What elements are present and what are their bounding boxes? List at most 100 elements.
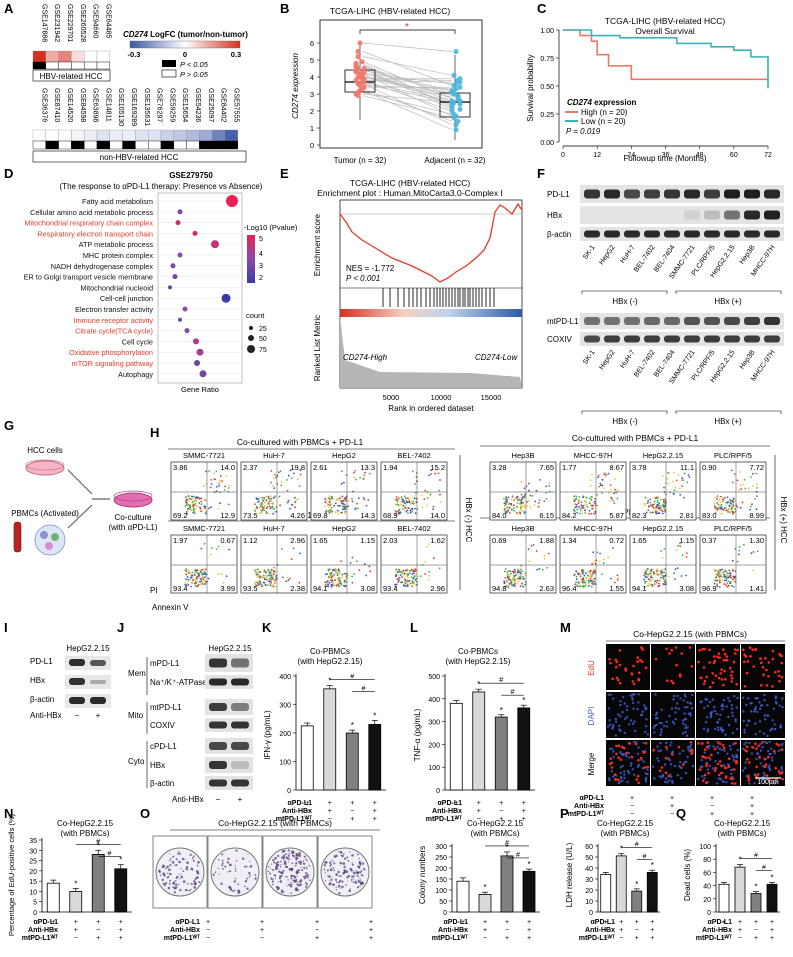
dapi-nucleus [674, 711, 677, 714]
dapi-nucleus [637, 763, 641, 767]
quadrant-lr: 8.99 [749, 511, 764, 520]
event-dot [663, 583, 665, 586]
event-dot [256, 581, 259, 584]
event-dot [679, 545, 682, 548]
colony [218, 859, 220, 861]
dapi-nucleus [700, 759, 703, 762]
event-dot [679, 494, 682, 496]
edu-nucleus [705, 764, 708, 768]
colony [328, 875, 331, 878]
event-dot [428, 543, 430, 545]
event-dot [401, 498, 404, 501]
low-label: CD274-Low [475, 353, 518, 362]
event-dot [658, 579, 661, 582]
event-dot [267, 578, 269, 581]
event-dot [365, 504, 368, 507]
event-dot [342, 584, 345, 587]
event-dot [507, 510, 510, 512]
event-dot [426, 497, 429, 499]
event-dot [588, 584, 590, 587]
event-dot [398, 576, 401, 579]
edu-nucleus [614, 658, 618, 662]
dapi-nucleus [709, 758, 712, 761]
plot-title: HepG2.2.15 [643, 451, 683, 460]
event-dot [607, 556, 610, 559]
colony [291, 879, 293, 881]
event-dot [329, 504, 332, 507]
event-dot [649, 584, 652, 587]
colony [283, 849, 286, 852]
edu-nucleus [703, 773, 707, 777]
dapi-nucleus [661, 773, 664, 777]
treatment-sign: − [74, 935, 78, 942]
event-dot [395, 496, 398, 498]
treatment-sign: − [505, 927, 509, 934]
event-dot [187, 583, 190, 586]
event-dot [414, 579, 417, 582]
dapi-nucleus [716, 745, 719, 748]
event-dot [658, 502, 661, 504]
sig-hash: # [350, 673, 354, 680]
dapi-nucleus [671, 779, 674, 783]
event-dot [427, 474, 430, 477]
term-dot [168, 285, 172, 290]
dapi-nucleus [756, 752, 759, 755]
edu-nucleus [724, 766, 728, 770]
dapi-nucleus [633, 693, 636, 696]
plot-title: PLC/RPF/5 [714, 451, 752, 460]
event-dot [658, 570, 661, 572]
event-dot [194, 581, 197, 583]
event-dot [394, 512, 397, 515]
section-title-left: Co-cultured with PBMCs + PD-L1 [237, 437, 364, 447]
event-dot [365, 574, 368, 577]
edu-nucleus [719, 672, 722, 675]
colony [349, 851, 351, 853]
colony [340, 875, 342, 877]
event-dot [513, 504, 515, 506]
blot-band [764, 335, 780, 343]
event-dot [262, 499, 264, 502]
colony [323, 868, 326, 871]
tumor-dot [353, 62, 359, 68]
size-legend-dot [248, 335, 254, 341]
edu-nucleus [702, 666, 706, 669]
event-dot [410, 576, 413, 579]
event-dot [340, 500, 342, 502]
event-dot [271, 586, 273, 588]
pair-line [362, 95, 453, 119]
event-dot [655, 570, 658, 573]
event-dot [210, 479, 213, 481]
bar [494, 716, 508, 791]
dapi-nucleus [672, 722, 676, 725]
dapi-nucleus [645, 725, 648, 728]
panel-g: G HCC cells PBMCs (Activated) Co-culture… [4, 418, 158, 556]
event-dot [511, 584, 513, 587]
edu-nucleus [767, 661, 771, 664]
event-dot [723, 573, 725, 576]
event-dot [726, 501, 729, 504]
colony [298, 854, 301, 857]
colony [269, 868, 271, 870]
event-dot [256, 573, 259, 575]
y-axis-label: CD274 expression [291, 53, 300, 119]
colony [162, 864, 164, 866]
event-dot [200, 510, 202, 513]
event-dot [184, 505, 187, 508]
event-dot [589, 569, 592, 572]
event-dot [536, 568, 539, 571]
colony [291, 862, 294, 865]
colony [335, 886, 337, 888]
event-dot [395, 574, 397, 577]
colony [343, 853, 345, 856]
dapi-nucleus [774, 700, 778, 704]
km-curve-high [563, 29, 768, 81]
edu-nucleus [635, 778, 638, 781]
event-dot [684, 555, 687, 558]
dapi-nucleus [758, 720, 762, 723]
colony [231, 890, 234, 893]
event-dot [650, 569, 653, 572]
event-dot [269, 582, 271, 585]
event-dot [399, 581, 402, 584]
event-dot [573, 509, 576, 512]
sig-star: * [527, 860, 530, 869]
